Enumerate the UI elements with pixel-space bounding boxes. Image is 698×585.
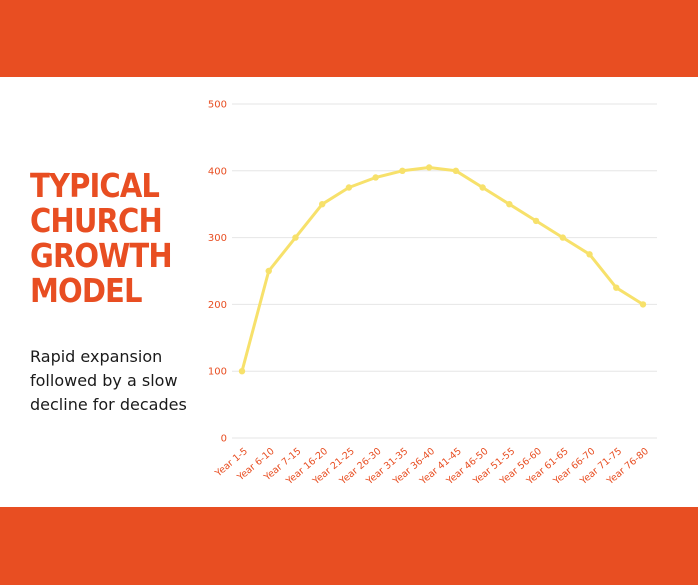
series-layer [238, 164, 647, 375]
data-point [639, 301, 647, 308]
subtitle-line: Rapid expansion [30, 347, 163, 366]
y-tick-label: 200 [208, 300, 227, 311]
data-point [586, 251, 593, 258]
title-line: MODEL [30, 271, 143, 310]
subtitle: Rapid expansion followed by a slow decli… [30, 345, 210, 417]
y-tick-label: 500 [208, 100, 227, 111]
bottom-banner [0, 507, 698, 585]
data-point [479, 184, 486, 191]
data-point [506, 201, 513, 208]
subtitle-line: followed by a slow [30, 371, 178, 390]
y-tick-label: 400 [208, 166, 227, 177]
data-point [372, 174, 379, 181]
data-point [292, 234, 299, 241]
data-point [532, 217, 540, 225]
data-point [425, 164, 433, 171]
title-line: CHURCH [30, 201, 163, 240]
y-tick-label: 0 [221, 434, 227, 445]
data-point [399, 167, 406, 174]
page-title: TYPICAL CHURCH GROWTH MODEL [30, 166, 173, 310]
data-point [319, 201, 326, 208]
series-line [240, 165, 644, 372]
data-point [265, 267, 272, 275]
data-point [559, 234, 566, 241]
data-point [613, 284, 620, 291]
y-tick-label: 300 [208, 233, 227, 244]
data-point [345, 184, 353, 191]
y-tick-label: 100 [208, 367, 227, 378]
data-point [452, 167, 460, 174]
y-axis-ticks: 0 100 200 300 400 500 [208, 100, 227, 445]
data-point [238, 368, 246, 375]
title-line: GROWTH [30, 236, 173, 275]
top-banner [0, 0, 698, 77]
grid-lines [232, 103, 657, 439]
subtitle-line: decline for decades [30, 395, 187, 414]
title-line: TYPICAL [30, 166, 160, 205]
